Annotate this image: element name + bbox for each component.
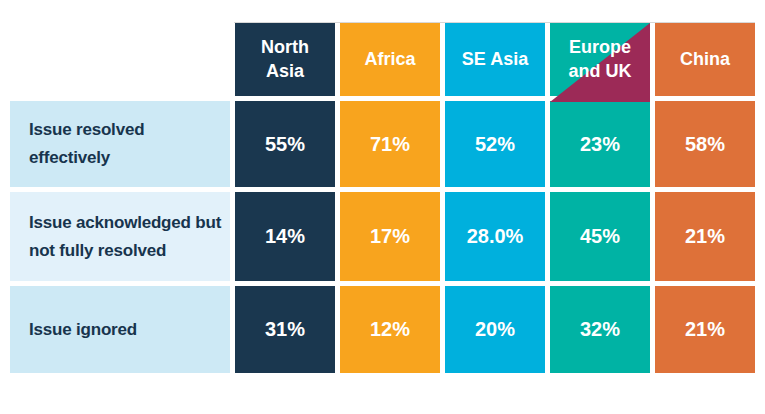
column-header-label: SE Asia: [462, 48, 528, 72]
table-grid: North Asia Africa SE Asia Europe and UK …: [10, 23, 755, 373]
value-text: 55%: [265, 133, 305, 156]
row-label-text: Issue resolved effectively: [29, 116, 226, 171]
column-header-label: North Asia: [241, 36, 329, 84]
column-header-china: China: [655, 23, 755, 96]
value-text: 21%: [685, 225, 725, 248]
header-spacer: [10, 23, 230, 96]
column-header-se-asia: SE Asia: [445, 23, 545, 96]
value-cell-africa-acknowledged: 17%: [340, 192, 440, 281]
value-cell-se-asia-ignored: 20%: [445, 286, 545, 373]
value-cell-europe-uk-resolved: 23%: [550, 101, 650, 187]
value-cell-north-asia-resolved: 55%: [235, 101, 335, 187]
value-text: 14%: [265, 225, 305, 248]
value-cell-china-resolved: 58%: [655, 101, 755, 187]
value-text: 71%: [370, 133, 410, 156]
column-header-north-asia: North Asia: [235, 23, 335, 96]
value-cell-africa-ignored: 12%: [340, 286, 440, 373]
row-label-text: Issue acknowledged but not fully resolve…: [29, 209, 226, 264]
column-header-europe-uk: Europe and UK: [550, 23, 650, 96]
value-cell-se-asia-acknowledged: 28.0%: [445, 192, 545, 281]
value-text: 32%: [580, 318, 620, 341]
value-cell-europe-uk-ignored: 32%: [550, 286, 650, 373]
value-text: 58%: [685, 133, 725, 156]
value-text: 31%: [265, 318, 305, 341]
value-cell-africa-resolved: 71%: [340, 101, 440, 187]
value-cell-china-ignored: 21%: [655, 286, 755, 373]
value-text: 52%: [475, 133, 515, 156]
value-cell-europe-uk-acknowledged: 45%: [550, 192, 650, 281]
value-cell-china-acknowledged: 21%: [655, 192, 755, 281]
column-header-label: Africa: [364, 48, 415, 72]
value-text: 12%: [370, 318, 410, 341]
value-text: 45%: [580, 225, 620, 248]
value-cell-north-asia-acknowledged: 14%: [235, 192, 335, 281]
column-header-label: Europe and UK: [556, 36, 644, 84]
row-label-issue-resolved: Issue resolved effectively: [10, 101, 230, 187]
value-text: 23%: [580, 133, 620, 156]
column-header-label: China: [680, 48, 730, 72]
value-text: 20%: [475, 318, 515, 341]
issue-resolution-table: North Asia Africa SE Asia Europe and UK …: [0, 0, 765, 414]
column-header-africa: Africa: [340, 23, 440, 96]
row-label-text: Issue ignored: [29, 316, 137, 344]
value-text: 21%: [685, 318, 725, 341]
row-label-issue-acknowledged: Issue acknowledged but not fully resolve…: [10, 192, 230, 281]
value-cell-se-asia-resolved: 52%: [445, 101, 545, 187]
value-cell-north-asia-ignored: 31%: [235, 286, 335, 373]
value-text: 17%: [370, 225, 410, 248]
value-text: 28.0%: [467, 225, 524, 248]
row-label-issue-ignored: Issue ignored: [10, 286, 230, 373]
